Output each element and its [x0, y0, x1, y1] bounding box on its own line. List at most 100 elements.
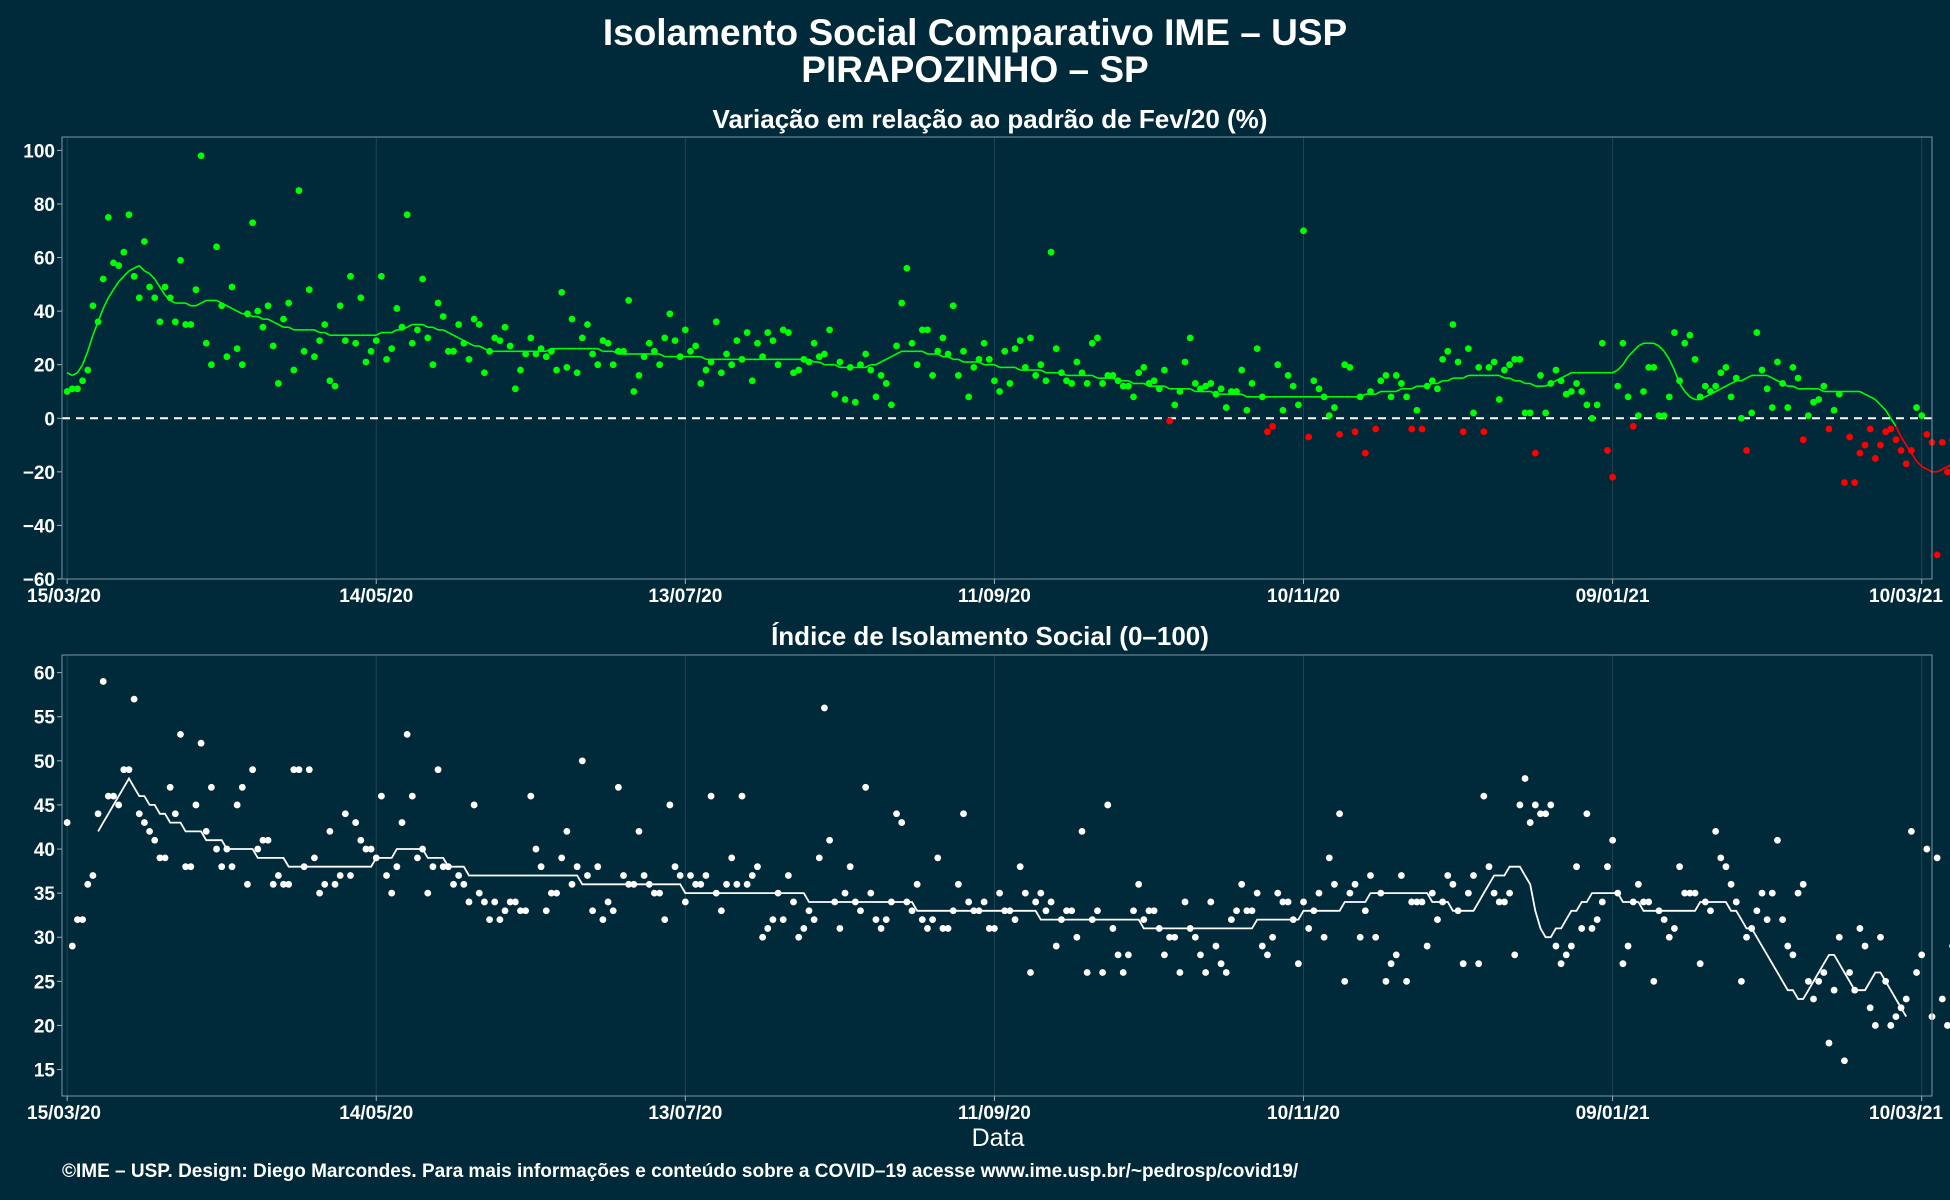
data-point	[697, 880, 705, 888]
data-point	[316, 889, 323, 897]
data-point	[1047, 248, 1055, 256]
data-point	[996, 889, 1003, 897]
data-point	[1294, 960, 1302, 968]
moving-average-segment	[185, 302, 192, 307]
data-point	[872, 916, 880, 923]
moving-average-segment	[1632, 345, 1639, 352]
data-point	[1320, 933, 1328, 941]
data-point	[393, 305, 401, 312]
moving-average-segment	[267, 318, 274, 323]
data-point	[1001, 347, 1009, 355]
x-tick-label: 13/07/20	[648, 586, 722, 607]
data-point	[1423, 382, 1431, 390]
data-point	[1938, 438, 1946, 446]
moving-average-segment	[1447, 377, 1454, 382]
data-point	[1841, 1057, 1848, 1065]
data-point	[609, 361, 617, 369]
data-point	[1083, 969, 1091, 976]
moving-average-segment	[159, 286, 166, 296]
moving-average-line	[97, 776, 1907, 1018]
moving-average-segment	[272, 321, 279, 326]
data-point	[1099, 969, 1107, 976]
data-point	[1027, 334, 1034, 342]
data-point	[156, 318, 164, 326]
data-point	[1068, 907, 1076, 915]
data-point	[1573, 863, 1580, 871]
moving-average-segment	[1879, 404, 1887, 411]
data-point	[1866, 1004, 1874, 1012]
moving-average-segment	[1874, 398, 1882, 406]
data-point	[1094, 907, 1101, 915]
data-point	[269, 880, 277, 888]
y-tick-label: −40	[23, 516, 55, 537]
data-point	[553, 889, 560, 897]
data-point	[1877, 933, 1884, 941]
data-point	[403, 730, 411, 738]
data-point	[1748, 409, 1756, 417]
data-point	[1671, 925, 1678, 932]
data-point	[949, 302, 957, 310]
data-point	[1300, 898, 1307, 906]
data-point	[182, 863, 190, 871]
data-point	[1135, 369, 1143, 377]
data-point	[151, 836, 159, 844]
data-point	[295, 766, 303, 774]
data-point	[1557, 960, 1565, 968]
data-point	[1114, 377, 1122, 385]
moving-average-segment	[1612, 369, 1619, 374]
data-point	[1227, 388, 1235, 395]
data-point	[321, 880, 329, 888]
data-point	[1207, 380, 1215, 387]
y-tick-label: 40	[34, 840, 55, 861]
data-point	[975, 355, 983, 363]
data-point	[717, 907, 725, 915]
data-point	[944, 925, 952, 932]
data-point	[305, 286, 313, 294]
moving-average-segment	[1437, 380, 1443, 385]
data-point	[867, 366, 875, 374]
data-point	[1480, 792, 1488, 800]
data-point	[367, 845, 375, 853]
data-point	[1583, 810, 1591, 818]
data-point	[207, 361, 215, 369]
data-point	[372, 854, 380, 862]
y-tick-label: 20	[34, 356, 55, 377]
data-point	[929, 372, 937, 379]
data-point	[1021, 363, 1029, 371]
data-point	[872, 393, 880, 401]
moving-average-segment	[123, 270, 130, 277]
data-point	[352, 339, 360, 347]
moving-average-segment	[1941, 465, 1948, 470]
data-point	[1212, 942, 1220, 950]
data-point	[594, 863, 602, 871]
data-point	[501, 907, 509, 915]
data-point	[862, 350, 870, 358]
data-point	[903, 898, 911, 906]
data-point	[1397, 872, 1405, 879]
moving-average-segment	[1091, 374, 1098, 379]
data-point	[790, 898, 797, 906]
data-point	[898, 299, 906, 307]
data-point	[980, 339, 988, 347]
data-point	[1145, 380, 1153, 387]
data-point	[1547, 801, 1555, 809]
data-point	[1325, 412, 1333, 419]
moving-average-segment	[875, 361, 882, 366]
data-point	[1305, 433, 1313, 441]
data-point	[1109, 372, 1117, 379]
data-point	[604, 339, 612, 347]
data-point	[84, 880, 92, 888]
data-point	[1660, 916, 1668, 923]
moving-average-segment	[1663, 350, 1670, 360]
data-point	[269, 342, 277, 350]
data-point	[1166, 933, 1173, 941]
data-point	[506, 898, 514, 906]
data-point	[754, 339, 761, 347]
data-point	[63, 388, 71, 395]
moving-average-segment	[107, 289, 115, 299]
moving-average-segment	[1658, 345, 1665, 352]
data-point	[1944, 1022, 1950, 1029]
data-point	[1135, 880, 1143, 888]
data-point	[1815, 396, 1823, 403]
data-point	[475, 889, 483, 897]
